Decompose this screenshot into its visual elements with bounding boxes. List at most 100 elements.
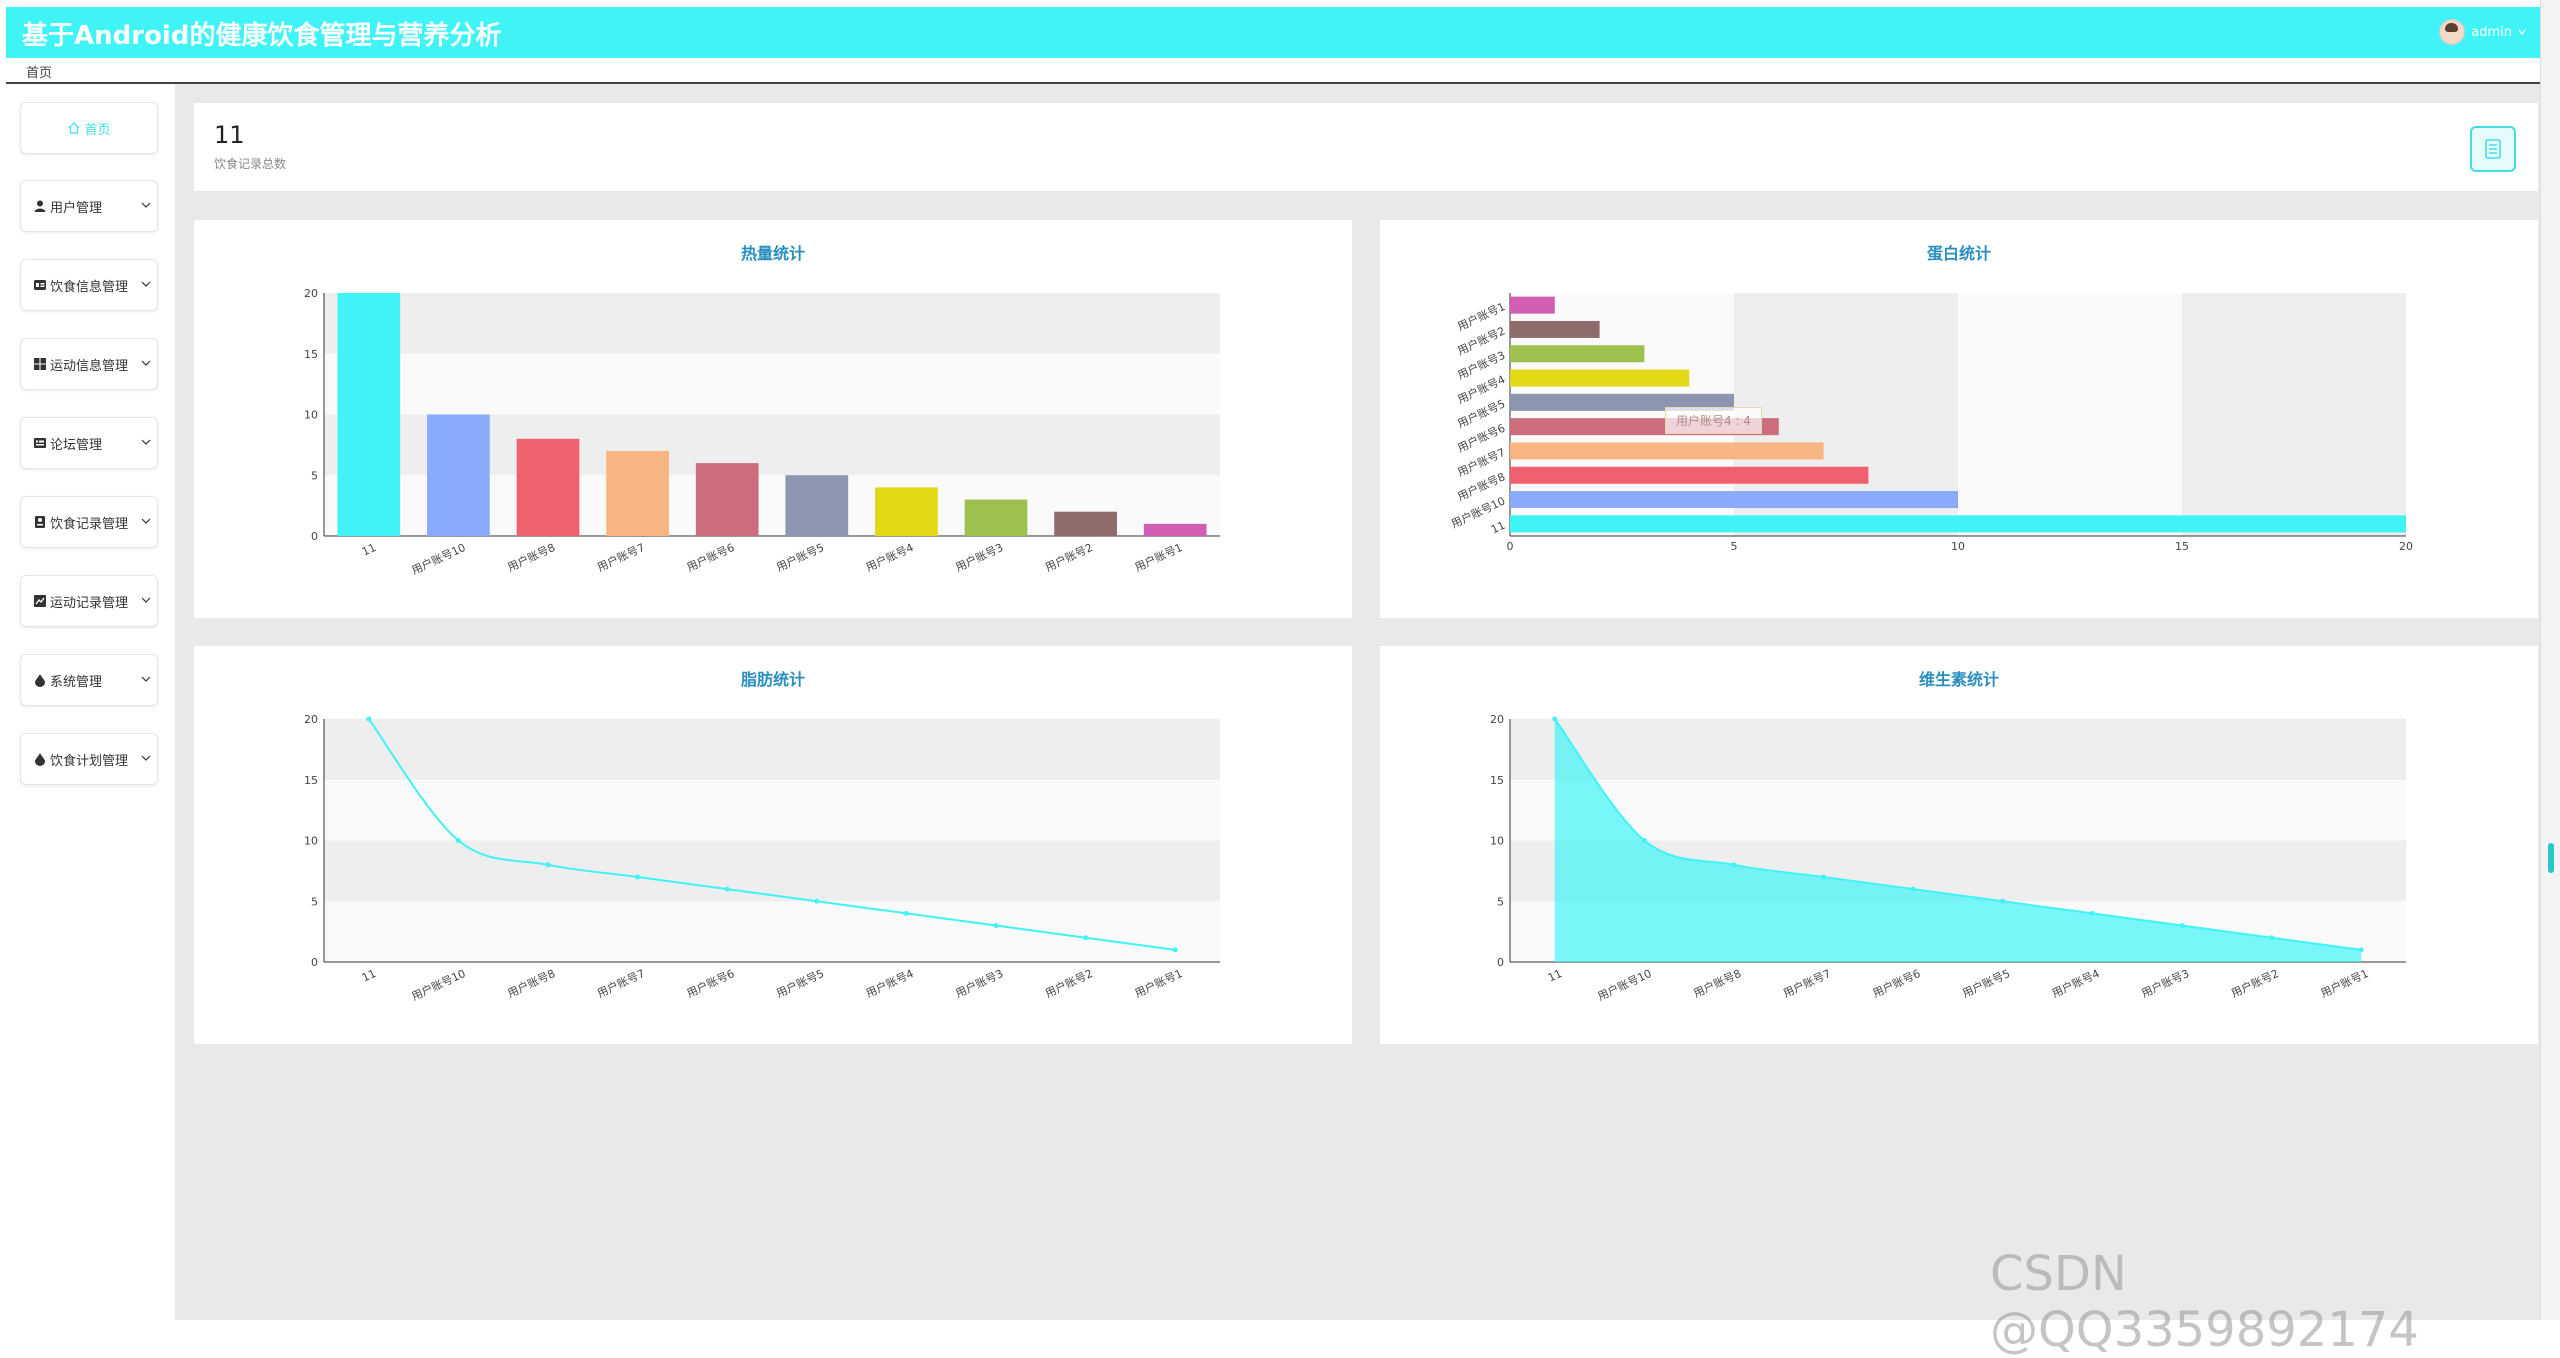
- scrollbar-track[interactable]: [2540, 0, 2560, 1320]
- home-icon: [67, 121, 81, 135]
- data-point: [1731, 862, 1737, 868]
- chart-title: 蛋白统计: [1926, 244, 1991, 263]
- chart-card-vitamin: 维生素统计 0 5 10 15 20 11 用户账号10 用户账号8 用户账号7 用户账号6 用户账…: [1380, 646, 2538, 1044]
- sidebar-item-exercise-info[interactable]: 运动信息管理: [20, 338, 158, 390]
- grid-band: [324, 719, 1220, 780]
- y-tick-label: 5: [1497, 895, 1504, 908]
- app-title: 基于Android的健康饮食管理与营养分析: [22, 21, 502, 51]
- x-tick-label: 用户账号1: [1132, 540, 1184, 574]
- bar: [1143, 523, 1207, 536]
- grid-band: [324, 840, 1220, 902]
- sidebar-item-label: 运动信息管理: [50, 358, 129, 374]
- grid-band: [324, 779, 1220, 841]
- chevron-down-icon: [141, 202, 151, 208]
- x-tick-label: 用户账号8: [505, 540, 557, 574]
- chart-tooltip: 用户账号4 : 4: [1665, 407, 1762, 434]
- series-line: [367, 718, 1176, 951]
- sidebar-item-label: 饮食计划管理: [50, 753, 129, 769]
- bar: [1054, 511, 1117, 536]
- user-name[interactable]: admin: [2471, 24, 2512, 40]
- sidebar-item-home[interactable]: 首页: [20, 102, 158, 154]
- data-point: [366, 716, 372, 722]
- sidebar-item-system[interactable]: 系统管理: [20, 654, 158, 706]
- drop-icon: [33, 752, 47, 766]
- x-tick-label: 20: [2399, 540, 2413, 553]
- breadcrumb-home[interactable]: 首页: [26, 66, 53, 81]
- stat-card: 11 饮食记录总数: [194, 103, 2538, 191]
- watermark: CSDN @QQ3359892174: [1990, 1246, 2419, 1358]
- chart-fat: 0 5 10 15 20 11 用户账号10 用户账号8 用户账号7 用户账号6 用户账号5 用户账号…: [304, 713, 1220, 1003]
- chevron-down-icon: [141, 676, 151, 682]
- bar: [1510, 296, 1555, 314]
- data-point: [1083, 935, 1089, 941]
- top-header-bar: 基于Android的健康饮食管理与营养分析 admin: [6, 7, 2540, 58]
- sidebar-item-forum[interactable]: 论坛管理: [20, 417, 158, 469]
- sidebar-item-diet-info[interactable]: 饮食信息管理: [20, 259, 158, 311]
- sidebar-item-label: 饮食记录管理: [50, 516, 129, 532]
- chart-protein: 0 5 10 15 20用户账号1用户账号2用户账号3用户账号4用户账号5用户账号6用户…: [1449, 293, 2413, 553]
- data-point: [1641, 838, 1647, 843]
- x-tick-label: 用户账号4: [864, 966, 916, 1000]
- grid-band: [324, 293, 1220, 354]
- chevron-down-icon: [141, 360, 151, 366]
- data-point: [1910, 886, 1916, 892]
- bar: [337, 293, 401, 536]
- sidebar-item-diet-records[interactable]: 饮食记录管理: [20, 496, 158, 548]
- x-tick-label: 用户账号5: [1960, 966, 2012, 1000]
- data-point: [2358, 947, 2364, 953]
- bar: [1510, 515, 2406, 533]
- scrollbar-thumb[interactable]: [2548, 843, 2554, 873]
- bar: [516, 438, 580, 536]
- data-point: [903, 910, 909, 916]
- sidebar-item-label: 论坛管理: [50, 437, 103, 453]
- x-tick-label: 用户账号10: [409, 540, 467, 577]
- user-icon: [33, 199, 47, 213]
- series-line: [1553, 718, 2362, 951]
- grid-band: [1510, 779, 2406, 841]
- y-tick-label: 11: [1489, 519, 1507, 537]
- bar: [1510, 320, 1600, 338]
- forum-icon: [33, 436, 47, 450]
- y-tick-label: 0: [311, 956, 318, 969]
- sidebar-item-label: 系统管理: [50, 674, 103, 690]
- sidebar-item-exercise-records[interactable]: 运动记录管理: [20, 575, 158, 627]
- grid-band: [1958, 293, 2182, 536]
- avatar[interactable]: [2439, 19, 2466, 45]
- chart-title: 维生素统计: [1918, 670, 1999, 689]
- x-tick-label: 用户账号1: [1132, 966, 1184, 1000]
- bar: [1510, 345, 1645, 363]
- x-tick-label: 用户账号10: [409, 966, 467, 1003]
- series-area: [1554, 719, 2362, 962]
- data-point: [1821, 874, 1827, 880]
- bar: [606, 450, 669, 536]
- y-tick-label: 0: [1497, 956, 1504, 969]
- sidebar-item-user-management[interactable]: 用户管理: [20, 180, 158, 232]
- sidebar-item-label: 用户管理: [50, 200, 103, 216]
- y-tick-label: 10: [304, 835, 318, 848]
- y-tick-label: 5: [311, 895, 318, 908]
- breadcrumb: 首页: [6, 58, 2540, 84]
- grid-band: [2182, 293, 2406, 536]
- x-tick-label: 用户账号2: [1043, 966, 1095, 1000]
- x-tick-label: 用户账号2: [1043, 540, 1095, 574]
- stat-value: 11: [214, 121, 245, 149]
- x-tick-label: 用户账号8: [1691, 966, 1743, 1000]
- data-point: [635, 874, 641, 880]
- x-tick-label: 用户账号3: [953, 966, 1005, 1000]
- data-point: [2000, 898, 2006, 904]
- data-point: [2179, 923, 2185, 929]
- sidebar-item-label: 运动记录管理: [50, 595, 129, 611]
- data-point: [545, 862, 551, 868]
- chevron-down-icon: [141, 518, 151, 524]
- bar: [964, 499, 1028, 536]
- user-menu[interactable]: admin: [2439, 19, 2526, 45]
- bar: [1510, 466, 1869, 484]
- x-tick-label: 11: [360, 541, 378, 559]
- chart-card-calories: 热量统计 0 5 10 15 20 11 用户账号10 用户账号8 用户账号7 用户账号6 用户账号…: [194, 220, 1352, 618]
- bar: [695, 463, 759, 536]
- chevron-down-icon: [141, 281, 151, 287]
- sidebar-item-diet-plan[interactable]: 饮食计划管理: [20, 733, 158, 785]
- chart-vitamin: 0 5 10 15 20 11 用户账号10 用户账号8 用户账号7 用户账号6 用户账号5 用户账号…: [1490, 713, 2406, 1003]
- y-tick-label: 10: [1490, 835, 1504, 848]
- y-tick-label: 15: [304, 774, 318, 787]
